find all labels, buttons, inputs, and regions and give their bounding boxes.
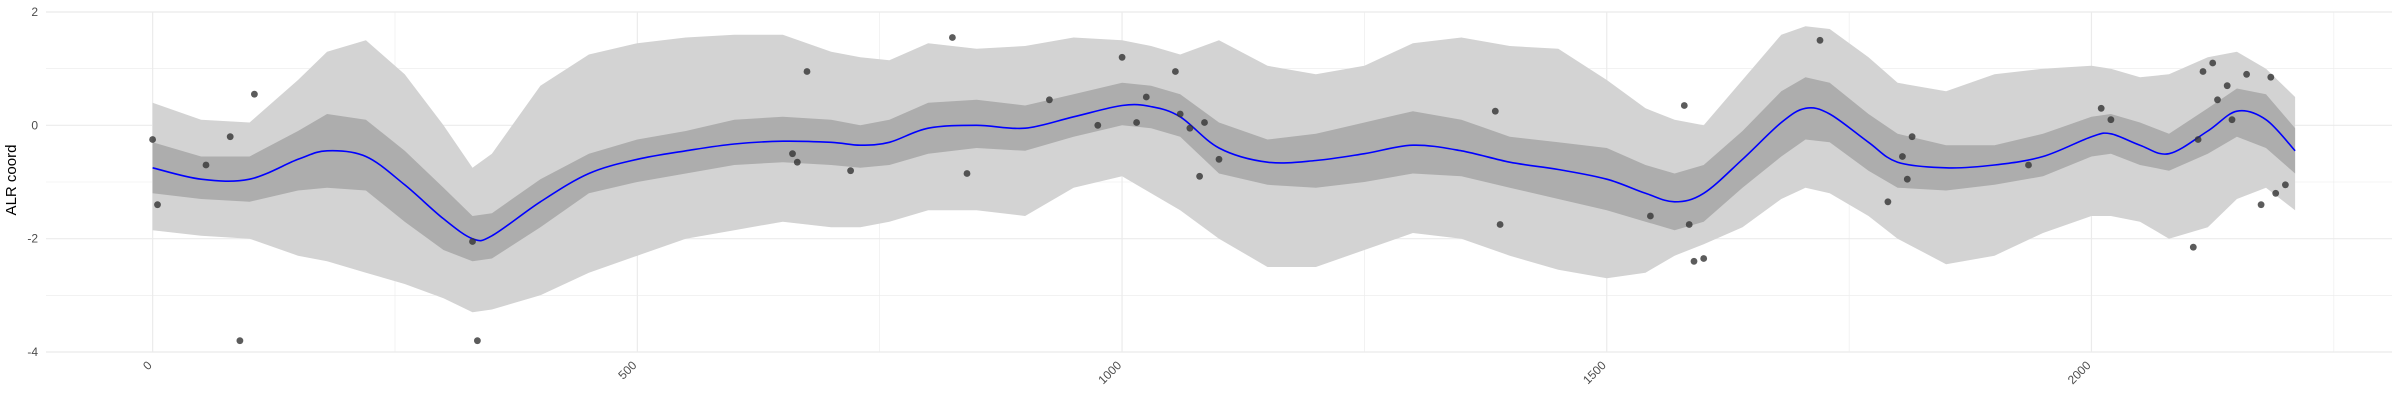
data-point	[2214, 96, 2221, 104]
data-point	[2194, 136, 2202, 143]
data-point	[149, 136, 157, 143]
y-axis-title: ALR coord	[3, 145, 20, 216]
data-point	[1700, 255, 1708, 262]
data-point	[847, 167, 854, 175]
data-point	[2267, 73, 2275, 81]
data-point	[2282, 181, 2289, 189]
data-point	[949, 34, 956, 41]
data-points	[149, 34, 2289, 345]
x-tick-label: 1500	[1580, 358, 1609, 387]
data-point	[1094, 121, 1102, 129]
data-point	[1903, 175, 1911, 183]
data-point	[1142, 93, 1150, 101]
data-point	[2107, 116, 2115, 124]
data-point	[2272, 189, 2280, 197]
data-point	[1496, 221, 1504, 228]
data-point	[226, 133, 234, 141]
x-tick-label: 2000	[2065, 358, 2094, 387]
data-point	[251, 90, 258, 98]
data-point	[236, 337, 244, 345]
data-point	[1647, 212, 1654, 220]
data-point	[2189, 243, 2197, 251]
data-point	[2243, 70, 2251, 78]
data-point	[1215, 155, 1223, 163]
data-point	[1201, 119, 1208, 126]
data-point	[202, 161, 210, 169]
data-point	[474, 337, 481, 345]
data-point	[2223, 82, 2231, 90]
data-point	[2097, 104, 2105, 112]
x-tick-label: 1000	[1095, 358, 1124, 387]
data-point	[789, 150, 796, 158]
y-tick-label: 0	[31, 118, 38, 132]
data-point	[1899, 153, 1906, 160]
inner-band	[152, 77, 2296, 262]
data-point	[469, 238, 476, 245]
data-point	[2228, 116, 2236, 124]
data-point	[803, 68, 811, 75]
data-point	[1046, 96, 1053, 104]
data-point	[1118, 53, 1126, 61]
data-point	[1186, 124, 1194, 132]
data-point	[1196, 172, 1203, 180]
y-tick-label: -4	[27, 345, 38, 359]
data-point	[2199, 68, 2207, 75]
data-point	[1816, 36, 1824, 44]
fit-line	[152, 103, 2296, 242]
data-point	[1491, 107, 1499, 115]
smooth-line	[152, 103, 2296, 242]
y-tick-label: -2	[27, 232, 38, 246]
data-point	[1176, 110, 1184, 118]
x-tick-label: 0	[140, 358, 155, 373]
data-point	[1680, 102, 1688, 109]
data-point	[1690, 257, 1698, 265]
confidence-bands	[152, 26, 2296, 313]
data-point	[963, 170, 971, 177]
y-tick-label: 2	[31, 5, 38, 19]
data-point	[1172, 68, 1179, 75]
data-point	[1908, 133, 1916, 141]
data-point	[1884, 198, 1892, 206]
data-point	[1133, 119, 1140, 126]
data-point	[2257, 201, 2265, 209]
data-point	[1685, 221, 1693, 228]
data-point	[154, 201, 161, 209]
x-tick-label: 500	[615, 358, 639, 382]
data-point	[2025, 161, 2032, 169]
data-point	[793, 158, 801, 166]
data-point	[2209, 59, 2217, 67]
